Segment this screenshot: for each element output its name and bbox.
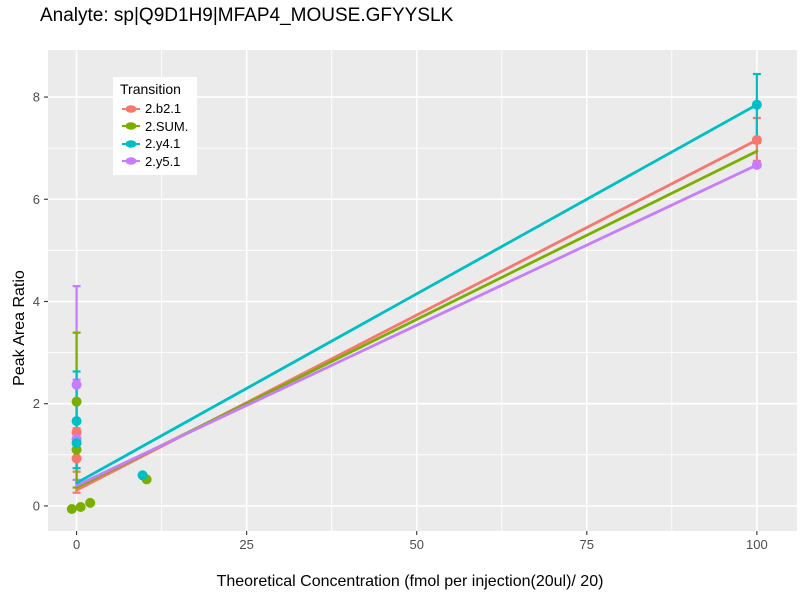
legend-entry-label: 2.b2.1 — [145, 101, 182, 117]
legend: Transition 2.b2.1 2.SUM. 2.y4.1 2.y5.1 — [113, 77, 197, 175]
legend-key-icon — [122, 139, 140, 148]
y-tick-label: 0 — [33, 498, 40, 513]
y-tick-label: 6 — [33, 192, 40, 207]
data-point — [751, 160, 762, 171]
data-point — [66, 504, 77, 515]
data-point — [71, 438, 82, 449]
data-point — [71, 416, 82, 427]
data-point — [137, 470, 148, 481]
fit-line — [75, 103, 759, 485]
legend-key-icon — [122, 122, 140, 131]
data-point — [75, 501, 86, 512]
legend-key-icon — [122, 157, 140, 166]
chart-title: Analyte: sp|Q9D1H9|MFAP4_MOUSE.GFYYSLK — [40, 5, 454, 26]
legend-entry-label: 2.y5.1 — [145, 153, 181, 169]
data-point — [85, 497, 96, 508]
data-point — [71, 379, 82, 390]
legend-entry: 2.SUM. — [120, 118, 191, 136]
x-tick-label: 75 — [580, 537, 594, 552]
legend-title: Transition — [120, 81, 181, 97]
fit-line — [75, 163, 759, 487]
legend-entry-label: 2.SUM. — [145, 118, 189, 134]
legend-entry: 2.b2.1 — [120, 100, 191, 118]
y-tick-label: 8 — [33, 90, 40, 105]
x-tick-label: 100 — [746, 537, 768, 552]
x-tick-label: 0 — [73, 537, 80, 552]
legend-entry: 2.y4.1 — [120, 135, 191, 153]
x-axis-label: Theoretical Concentration (fmol per inje… — [216, 573, 604, 590]
x-tick-label: 25 — [239, 537, 253, 552]
data-point — [751, 99, 762, 110]
y-axis-label: Peak Area Ratio — [11, 270, 28, 386]
data-point — [71, 453, 82, 464]
legend-entry-label: 2.y4.1 — [145, 136, 181, 152]
x-tick-label: 50 — [409, 537, 423, 552]
legend-entries: 2.b2.1 2.SUM. 2.y4.1 2.y5.1 — [120, 100, 191, 170]
legend-key-icon — [122, 104, 140, 113]
data-point — [751, 134, 762, 145]
y-tick-label: 2 — [33, 396, 40, 411]
y-tick-label: 4 — [33, 294, 40, 309]
data-point — [71, 396, 82, 407]
legend-entry: 2.y5.1 — [120, 153, 191, 171]
